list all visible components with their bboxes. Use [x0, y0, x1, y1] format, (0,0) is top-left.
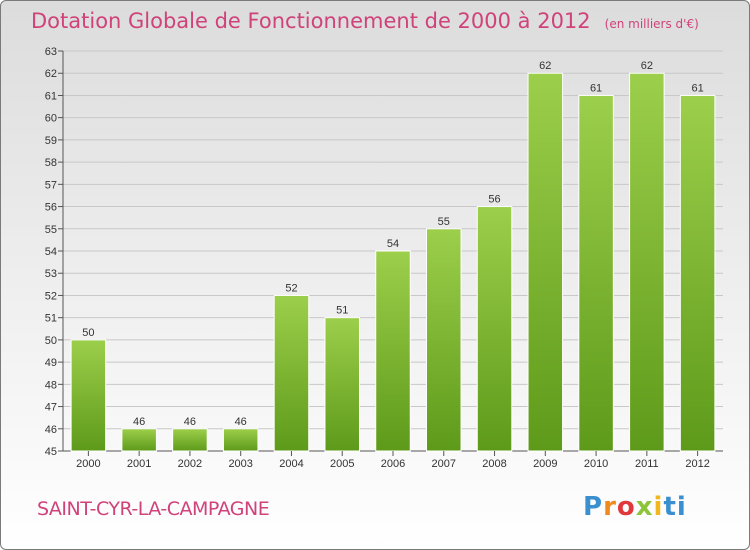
logo-letter: o [616, 492, 636, 522]
y-tick-label: 45 [45, 446, 57, 458]
y-tick-label: 62 [45, 68, 57, 80]
data-label: 55 [438, 216, 450, 228]
logo-letter: x [635, 492, 654, 522]
y-tick-label: 46 [45, 424, 57, 436]
bar [273, 294, 310, 452]
data-labels: 50 46 46 46 52 51 54 55 56 62 61 62 61 [82, 60, 703, 428]
y-tick-label: 58 [45, 157, 57, 169]
data-label: 52 [285, 282, 297, 294]
y-tick-label: 57 [45, 179, 57, 191]
y-tick-label: 49 [45, 357, 57, 369]
bar [679, 94, 716, 452]
y-tick-label: 61 [45, 90, 57, 102]
x-tick-label: 2004 [279, 458, 303, 470]
logo-letter: r [603, 492, 617, 522]
y-tick-label: 63 [45, 46, 57, 58]
data-label: 51 [336, 305, 348, 317]
x-tick-label: 2011 [635, 458, 659, 470]
data-label: 50 [82, 327, 94, 339]
data-label: 62 [539, 60, 551, 72]
y-tick-label: 60 [45, 113, 57, 125]
data-label: 61 [590, 82, 602, 94]
bar [629, 72, 665, 452]
x-tick-label: 2006 [381, 458, 405, 470]
data-label: 61 [691, 82, 703, 94]
x-tick-label: 2001 [127, 458, 151, 470]
y-tick-label: 54 [45, 246, 57, 258]
bar [375, 250, 411, 452]
y-tick-label: 53 [45, 268, 57, 280]
y-tick-label: 51 [45, 313, 57, 325]
bar [324, 317, 360, 452]
x-tick-label: 2000 [76, 458, 100, 470]
y-tick-label: 56 [45, 202, 57, 214]
data-label: 46 [133, 416, 145, 428]
logo-letter: P [583, 492, 604, 522]
x-tick-label: 2003 [228, 458, 252, 470]
proxiti-logo: Proxiti [583, 492, 687, 522]
bar [426, 228, 462, 452]
bar [70, 339, 107, 452]
chart-subtitle: (en milliers d'€) [604, 17, 699, 31]
data-label: 54 [387, 238, 399, 250]
y-tick-label: 55 [45, 224, 57, 236]
bar [121, 428, 157, 452]
data-label: 56 [488, 194, 500, 206]
x-tick-label: 2012 [685, 458, 709, 470]
bar [172, 428, 208, 452]
x-tick-label: 2008 [482, 458, 506, 470]
y-tick-label: 59 [45, 135, 57, 147]
logo-letter: ti [663, 492, 687, 522]
bars [70, 72, 716, 452]
chart-title: Dotation Globale de Fonctionnement de 20… [31, 9, 699, 33]
y-tick-label: 50 [45, 335, 57, 347]
x-tick-label: 2007 [432, 458, 456, 470]
y-tick-label: 52 [45, 290, 57, 302]
x-tick-label: 2005 [330, 458, 354, 470]
logo-letter: i [653, 492, 664, 522]
data-label: 62 [641, 60, 653, 72]
chart-title-text: Dotation Globale de Fonctionnement de 20… [31, 9, 591, 33]
bar [578, 94, 614, 452]
bar [476, 206, 513, 452]
data-label: 46 [235, 416, 247, 428]
y-axis: 45 46 47 48 49 50 51 52 53 54 55 56 57 58 59 60 61 62 63 [45, 46, 723, 458]
x-tick-label: 2010 [584, 458, 608, 470]
y-tick-label: 48 [45, 379, 57, 391]
bar [527, 72, 564, 452]
bar [222, 428, 259, 452]
x-tick-label: 2009 [533, 458, 557, 470]
x-axis: 2000 2001 2002 2003 2004 2005 2006 2007 2008 2009… [76, 451, 710, 470]
data-label: 46 [184, 416, 196, 428]
commune-name: SAINT-CYR-LA-CAMPAGNE [37, 498, 270, 520]
x-tick-label: 2002 [178, 458, 202, 470]
y-tick-label: 47 [45, 402, 57, 414]
